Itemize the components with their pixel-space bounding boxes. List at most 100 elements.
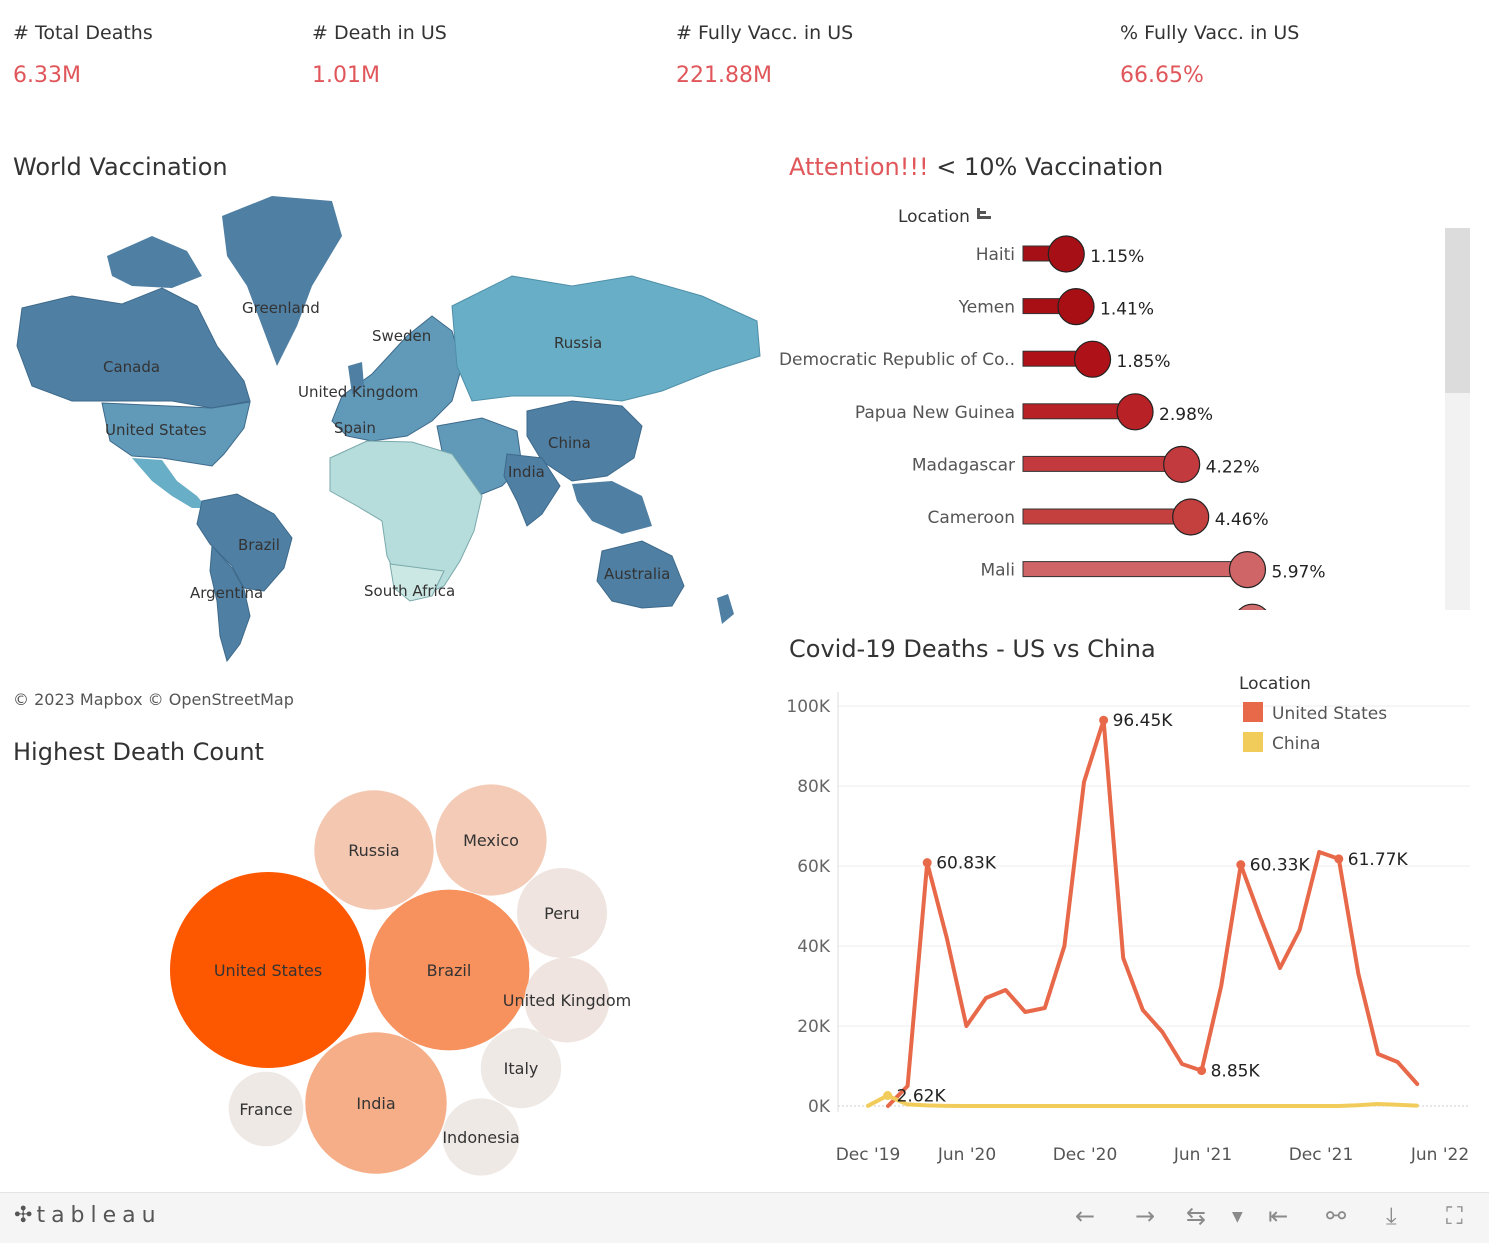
redo-icon[interactable]: → — [1135, 1202, 1156, 1230]
map-region-united-kingdom[interactable] — [348, 362, 364, 394]
bubble-label: France — [239, 1100, 292, 1119]
attention-rest: < 10% Vaccination — [928, 153, 1164, 181]
y-tick-label: 20K — [797, 1017, 831, 1037]
world-vaccination-map[interactable]: Greenland Canada United States Sweden Un… — [12, 196, 764, 716]
y-tick-label: 60K — [797, 857, 831, 877]
lollipop-dot[interactable] — [1163, 445, 1201, 483]
map-label-south-africa: South Africa — [364, 582, 455, 600]
deaths-us-china-title: Covid-19 Deaths - US vs China — [789, 635, 1156, 663]
map-region-united-states[interactable] — [101, 401, 251, 467]
bubble[interactable] — [442, 1098, 520, 1176]
deaths-line-chart[interactable]: 0K 20K 40K 60K 80K 100K Dec '19 Jun '20 Dec '20 J… — [778, 676, 1478, 1176]
data-label: 96.45K — [1113, 711, 1174, 731]
kpi-label: % Fully Vacc. in US — [1120, 22, 1300, 44]
bubble-label: Peru — [544, 904, 580, 923]
map-region-europe[interactable] — [331, 315, 463, 442]
map-label-argentina: Argentina — [190, 584, 263, 602]
lollipop-value-label: 2.98% — [1159, 405, 1213, 425]
series-line-china[interactable] — [866, 1093, 1419, 1108]
sort-icon[interactable] — [977, 208, 991, 219]
bubble[interactable] — [228, 1071, 304, 1147]
map-region-greenland[interactable] — [222, 196, 342, 366]
annotated-point[interactable] — [883, 1091, 893, 1101]
map-label-russia: Russia — [554, 334, 602, 352]
lollipop-value-label: 1.85% — [1117, 352, 1171, 372]
share-icon[interactable]: ⚯ — [1326, 1202, 1347, 1230]
bubble[interactable] — [314, 790, 434, 910]
dropdown-icon[interactable]: ▼ — [1232, 1209, 1243, 1225]
tableau-mark-icon: ✣ — [14, 1203, 33, 1228]
map-credit: © 2023 Mapbox © OpenStreetMap — [13, 690, 294, 709]
annotated-point[interactable] — [1099, 715, 1109, 725]
lollipop-category-label: Cameroon — [928, 508, 1016, 528]
map-region-new-zealand[interactable] — [717, 594, 734, 624]
x-tick-label: Jun '20 — [937, 1145, 996, 1165]
lollipop-dot[interactable] — [1057, 287, 1095, 326]
reset-icon[interactable]: ⇤ — [1268, 1202, 1289, 1230]
lollipop-value-label: 4.22% — [1206, 457, 1260, 477]
map-region-central-america[interactable] — [132, 458, 207, 508]
highest-death-title: Highest Death Count — [13, 738, 264, 766]
annotated-point[interactable] — [1334, 854, 1344, 864]
bubble-label: Italy — [504, 1059, 539, 1078]
kpi-deaths-us: # Death in US 1.01M — [312, 22, 447, 88]
map-region-africa[interactable] — [329, 440, 483, 597]
lollipop-stem[interactable] — [1022, 561, 1248, 578]
lollipop-dot[interactable] — [1228, 551, 1267, 589]
map-region-canada[interactable] — [16, 287, 251, 409]
annotated-point[interactable] — [1236, 860, 1246, 870]
lollipop-dot[interactable] — [1172, 498, 1210, 536]
kpi-value: 66.65% — [1120, 63, 1204, 88]
map-region-russia[interactable] — [451, 275, 761, 402]
map-region-argentina[interactable] — [209, 544, 251, 663]
map-region-brazil[interactable] — [196, 493, 293, 592]
x-tick-label: Dec '20 — [1053, 1145, 1118, 1165]
low-vaccination-chart[interactable]: Location Haiti 1.15% Yemen 1.41% Democratic … — [778, 196, 1478, 610]
map-label-united-states: United States — [105, 421, 207, 439]
chart-scrollbar[interactable] — [1445, 228, 1470, 610]
bubble[interactable] — [517, 868, 607, 958]
scrollbar-thumb[interactable] — [1445, 228, 1470, 393]
lollipop-dot[interactable] — [1073, 340, 1112, 378]
bubble[interactable] — [368, 889, 530, 1051]
download-icon[interactable]: ⤓ — [1386, 1202, 1397, 1230]
map-region-india[interactable] — [503, 453, 561, 527]
lollipop-category-label: Mali — [980, 561, 1015, 581]
map-region-australia[interactable] — [596, 540, 685, 609]
lollipop-dot[interactable] — [1047, 235, 1085, 273]
annotated-point[interactable] — [922, 858, 932, 868]
tableau-logo[interactable]: ✣ tableau — [14, 1203, 162, 1228]
bubble[interactable] — [305, 1032, 447, 1174]
annotated-point[interactable] — [1197, 1066, 1207, 1076]
bubble-label: United States — [214, 961, 322, 980]
map-region-southeast-asia[interactable] — [572, 481, 652, 534]
map-label-sweden: Sweden — [372, 327, 431, 345]
undo-icon[interactable]: ← — [1075, 1202, 1096, 1230]
map-region-south-africa[interactable] — [389, 563, 445, 602]
fullscreen-icon[interactable]: ⛶ — [1446, 1202, 1463, 1230]
highest-death-bubble-chart[interactable]: United States Brazil India Russia Mexico Peru… — [150, 770, 670, 1190]
legend: Location United States China — [1239, 676, 1387, 754]
lollipop-dot[interactable] — [1234, 603, 1270, 610]
map-region-china[interactable] — [526, 400, 643, 482]
lollipop-stem[interactable] — [1022, 508, 1192, 525]
data-label: 60.83K — [936, 854, 997, 874]
bubble[interactable] — [435, 784, 547, 896]
legend-label-us[interactable]: United States — [1272, 704, 1387, 724]
bubble-label: India — [356, 1094, 395, 1113]
legend-label-china[interactable]: China — [1272, 734, 1321, 754]
bubble[interactable] — [524, 957, 610, 1043]
y-tick-label: 80K — [797, 777, 831, 797]
data-label: 61.77K — [1348, 850, 1409, 870]
bubble[interactable] — [170, 872, 366, 1068]
y-tick-label: 0K — [808, 1097, 831, 1117]
bubble[interactable] — [480, 1027, 562, 1109]
series-line-united-states[interactable] — [886, 718, 1420, 1108]
revert-icon[interactable]: ⇆ — [1186, 1202, 1207, 1230]
lollipop-value-label: 5.97% — [1271, 563, 1325, 583]
lollipop-stem[interactable] — [1022, 455, 1183, 472]
map-region-canada-arctic — [107, 236, 202, 288]
tableau-wordmark: tableau — [36, 1203, 162, 1228]
lollipop-dot[interactable] — [1116, 393, 1154, 431]
kpi-value: 1.01M — [312, 63, 380, 88]
